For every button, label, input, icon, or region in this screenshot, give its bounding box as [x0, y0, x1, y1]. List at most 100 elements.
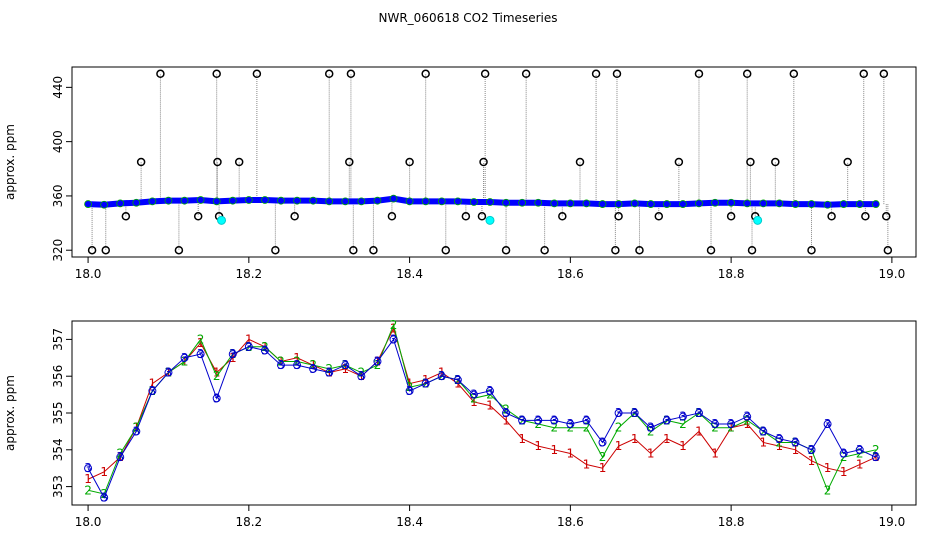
baseline-point — [646, 200, 655, 208]
spike-point — [746, 157, 755, 167]
series-1-point: 1 — [390, 321, 398, 335]
series-3-circle — [373, 357, 382, 366]
spike-point — [521, 69, 531, 79]
series-1-point: 1 — [840, 465, 848, 479]
series-3-point: 3 — [502, 406, 510, 420]
series-3-point: 3 — [711, 417, 719, 431]
series-3-point: 3 — [84, 461, 92, 475]
series-3-circle — [598, 438, 607, 447]
y-tick-label: 357 — [51, 328, 65, 351]
series-3-circle — [260, 346, 269, 355]
series-1-point: 1 — [534, 439, 542, 453]
spike-point — [726, 212, 736, 221]
series-3-point: 3 — [454, 373, 462, 387]
series-3-circle — [164, 368, 173, 377]
series-3-circle — [502, 409, 511, 417]
series-2-point: 2 — [679, 417, 687, 431]
spike-point — [87, 245, 97, 255]
series-1-point: 1 — [711, 446, 719, 460]
series-1-point: 1 — [695, 424, 703, 438]
series-3-circle — [694, 409, 703, 417]
spike-point — [694, 69, 704, 79]
x-tick-label: 18.8 — [718, 515, 745, 529]
spike-point — [742, 69, 752, 79]
baseline-point — [839, 200, 848, 208]
spike-point — [879, 69, 889, 79]
series-3-point: 3 — [663, 413, 671, 427]
series-1-point: 1 — [808, 454, 816, 468]
series-3-point: 3 — [197, 347, 205, 361]
series-1-point: 1 — [149, 377, 157, 391]
spike-point — [271, 245, 280, 255]
top-panel: 18.0 18.2 18.4 18.6 18.8 19.0 320 360 400 440 appr… — [3, 66, 917, 281]
series-2-point: 2 — [213, 369, 221, 383]
series-3-point: 3 — [776, 432, 784, 446]
series-3-circle — [759, 427, 768, 436]
spike-point — [405, 157, 414, 167]
series-3-point: 3 — [824, 417, 832, 431]
baseline-point — [244, 196, 253, 204]
series-1-point: 1 — [84, 472, 92, 486]
baseline-point — [695, 199, 703, 208]
series-3-circle — [212, 394, 221, 403]
spike-point — [174, 245, 184, 255]
baseline-point — [132, 198, 141, 207]
series-3-circle — [405, 386, 414, 395]
x-tick-label: 19.0 — [879, 267, 906, 281]
series-3-point: 3 — [293, 358, 301, 372]
series-3-circle — [469, 390, 478, 399]
baseline-point — [373, 196, 382, 205]
baseline-point — [678, 200, 687, 208]
baseline-point — [437, 197, 446, 206]
series-2-point: 2 — [390, 318, 398, 332]
series-3-point: 3 — [808, 443, 816, 457]
series-3-point: 3 — [341, 358, 349, 372]
series-3-circle — [357, 372, 366, 381]
series-3-point: 3 — [149, 384, 157, 398]
series-1-point: 1 — [856, 458, 864, 472]
series-1-point: 1 — [213, 366, 221, 380]
series-3-point: 3 — [872, 450, 880, 464]
series-3-point: 3 — [534, 413, 542, 427]
series-3-point: 3 — [438, 369, 446, 383]
series-1-point: 1 — [197, 336, 205, 350]
series-3-circle — [180, 353, 189, 362]
series-1-point: 1 — [743, 417, 751, 431]
x-tick-label: 19.0 — [879, 515, 906, 529]
x-tick-label: 18.4 — [396, 515, 423, 529]
spike-point — [101, 245, 111, 255]
series-1-point: 1 — [567, 446, 575, 460]
baseline-point — [148, 197, 157, 206]
series-3-circle — [276, 361, 285, 370]
baseline-point — [518, 198, 527, 207]
series-1-point: 1 — [615, 439, 623, 453]
x-tick-label: 18.0 — [75, 515, 102, 529]
series-3-circle — [743, 412, 752, 421]
spike-point — [706, 245, 716, 255]
series-3-circle — [453, 375, 462, 384]
baseline-point — [759, 199, 768, 208]
series-1-point: 1 — [583, 458, 591, 472]
series-3-circle — [662, 416, 671, 425]
spike-point — [477, 212, 487, 221]
spike-point — [213, 157, 222, 167]
x-tick-label: 18.4 — [396, 267, 423, 281]
series-3-circle — [196, 350, 205, 359]
baseline-point — [598, 200, 607, 208]
spike-point — [612, 69, 622, 79]
series-3-circle — [244, 342, 253, 351]
series-1-point: 1 — [245, 332, 253, 346]
series-3-point: 3 — [583, 413, 591, 427]
series-3-point: 3 — [132, 424, 140, 438]
series-3-circle — [807, 445, 816, 454]
baseline-point — [389, 194, 398, 203]
series-1-point: 1 — [100, 465, 108, 479]
series-2-point: 2 — [599, 450, 607, 464]
x-tick-label: 18.8 — [718, 267, 745, 281]
series-3-point: 3 — [727, 417, 735, 431]
spike-point — [771, 157, 780, 167]
series-3-circle — [518, 416, 527, 425]
baseline-point — [807, 200, 816, 208]
spike-point — [136, 157, 146, 167]
